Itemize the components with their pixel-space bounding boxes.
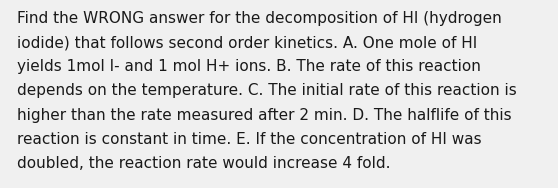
Text: higher than the rate measured after 2 min. D. The halflife of this: higher than the rate measured after 2 mi… <box>17 108 511 123</box>
Text: iodide) that follows second order kinetics. A. One mole of HI: iodide) that follows second order kineti… <box>17 35 477 50</box>
Text: depends on the temperature. C. The initial rate of this reaction is: depends on the temperature. C. The initi… <box>17 83 517 99</box>
Text: reaction is constant in time. E. If the concentration of HI was: reaction is constant in time. E. If the … <box>17 132 482 147</box>
Text: doubled, the reaction rate would increase 4 fold.: doubled, the reaction rate would increas… <box>17 156 390 171</box>
Text: yields 1mol I- and 1 mol H+ ions. B. The rate of this reaction: yields 1mol I- and 1 mol H+ ions. B. The… <box>17 59 480 74</box>
Text: Find the WRONG answer for the decomposition of HI (hydrogen: Find the WRONG answer for the decomposit… <box>17 11 502 26</box>
